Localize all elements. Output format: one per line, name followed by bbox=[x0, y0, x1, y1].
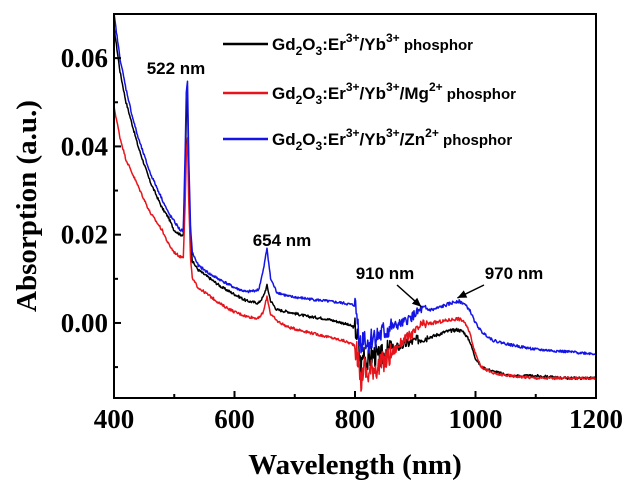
y-tick-label-3: 0.06 bbox=[61, 43, 108, 73]
legend-part-base: Gd bbox=[272, 130, 296, 149]
legend-part-tail: phosphor bbox=[400, 37, 473, 54]
annotations: 522 nm 654 nm 910 nm 970 nm bbox=[147, 59, 544, 308]
series-line-2 bbox=[114, 14, 596, 356]
y-tick-label-1: 0.02 bbox=[61, 220, 108, 250]
y-tick-label-2: 0.04 bbox=[61, 131, 108, 161]
legend-part-mid: O bbox=[302, 84, 315, 103]
annotation-label-0: 522 nm bbox=[147, 59, 206, 78]
annotation-label-1: 654 nm bbox=[253, 231, 312, 250]
legend-part-sup1: 3+ bbox=[346, 126, 360, 140]
legend-label-1: Gd2O3:Er3+/Yb3+/Mg2+ phosphor bbox=[272, 80, 516, 107]
legend-part-sup1: 3+ bbox=[346, 80, 360, 94]
x-tick-label-3: 1000 bbox=[449, 404, 503, 434]
legend-part-sup2: 3+ bbox=[386, 126, 400, 140]
series-layer bbox=[114, 14, 596, 392]
legend-part-sup3: 2+ bbox=[429, 80, 443, 94]
legend-part-s2: 3 bbox=[316, 93, 323, 107]
legend-part-base: Gd bbox=[272, 84, 296, 103]
legend-part-yb: /Yb bbox=[360, 84, 386, 103]
legend-part-er: :Er bbox=[322, 35, 346, 54]
legend-part-tail: phosphor bbox=[439, 132, 512, 149]
legend-part-sup2: 3+ bbox=[386, 31, 400, 45]
legend-part-sup1: 3+ bbox=[346, 31, 360, 45]
legend-part-sup2: 3+ bbox=[386, 80, 400, 94]
legend-part-yb: /Yb bbox=[360, 130, 386, 149]
y-axis-title: Absorption (a.u.) bbox=[11, 100, 43, 312]
x-tick-label-0: 400 bbox=[94, 404, 135, 434]
annotation-label-3: 970 nm bbox=[485, 264, 544, 283]
legend-part-tail: phosphor bbox=[443, 86, 516, 103]
y-tick-label-0: 0.00 bbox=[61, 308, 108, 338]
legend-part-mid: O bbox=[302, 35, 315, 54]
axes: 400 600 800 1000 1200 0.00 0.02 0.04 0.06 bbox=[61, 43, 623, 434]
legend-part-yb: /Yb bbox=[360, 35, 386, 54]
legend-part-sup3: 2+ bbox=[425, 126, 439, 140]
legend-part-s1: 2 bbox=[296, 93, 303, 107]
legend-label-0: Gd2O3:Er3+/Yb3+ phosphor bbox=[272, 31, 473, 58]
legend-part-er: :Er bbox=[322, 84, 346, 103]
x-tick-label-1: 600 bbox=[214, 404, 255, 434]
x-tick-label-4: 1200 bbox=[569, 404, 623, 434]
legend-part-s2: 3 bbox=[316, 139, 323, 153]
x-axis-title: Wavelength (nm) bbox=[248, 449, 461, 481]
series-line-1 bbox=[114, 105, 596, 392]
annotation-label-2: 910 nm bbox=[356, 264, 415, 283]
legend-part-mid: O bbox=[302, 130, 315, 149]
legend-label-2: Gd2O3:Er3+/Yb3+/Zn2+ phosphor bbox=[272, 126, 512, 153]
legend-part-dop: /Zn bbox=[400, 130, 426, 149]
legend-part-base: Gd bbox=[272, 35, 296, 54]
legend-part-s1: 2 bbox=[296, 44, 303, 58]
annotation-arrowhead-2 bbox=[411, 297, 422, 307]
legend-part-s1: 2 bbox=[296, 139, 303, 153]
legend-part-er: :Er bbox=[322, 130, 346, 149]
x-tick-label-2: 800 bbox=[335, 404, 376, 434]
legend-part-dop: /Mg bbox=[400, 84, 429, 103]
annotation-arrowhead-3 bbox=[457, 290, 468, 298]
legend: Gd2O3:Er3+/Yb3+ phosphorGd2O3:Er3+/Yb3+/… bbox=[223, 31, 516, 153]
legend-part-s2: 3 bbox=[316, 44, 323, 58]
